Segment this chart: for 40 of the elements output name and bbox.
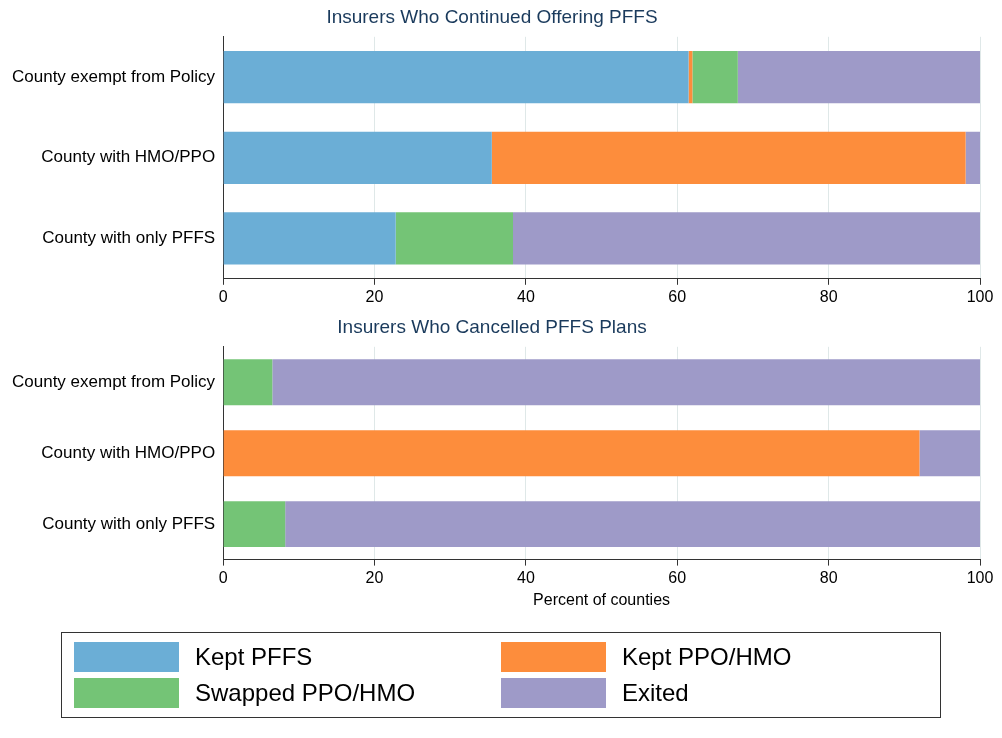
bar [919, 430, 980, 477]
y-tick-label: County exempt from Policy [11, 66, 216, 86]
bar [737, 51, 980, 104]
chart-title: Insurers Who Continued Offering PFFS [326, 5, 658, 27]
x-tick-label: 40 [516, 568, 535, 586]
bar [395, 212, 514, 265]
x-tick-label: 100 [966, 568, 994, 586]
chart-title: Insurers Who Cancelled PFFS Plans [337, 315, 647, 337]
x-tick-label: 20 [365, 287, 384, 305]
bar [692, 51, 738, 104]
y-tick-label: County exempt from Policy [11, 371, 216, 391]
bar [965, 131, 980, 184]
x-axis-title: Percent of counties [533, 590, 671, 608]
y-tick-label: County with only PFFS [42, 513, 216, 533]
x-tick-label: 0 [218, 568, 228, 586]
x-tick-label: 100 [966, 287, 994, 305]
y-tick-label: County with HMO/PPO [41, 442, 216, 462]
legend-label: Exited [622, 679, 689, 707]
bar [285, 501, 980, 548]
bar [513, 212, 980, 265]
bar [272, 359, 980, 406]
x-tick-label: 80 [819, 287, 838, 305]
legend-label: Swapped PPO/HMO [195, 679, 416, 707]
bar [223, 212, 396, 265]
bar [223, 359, 273, 406]
x-tick-label: 80 [819, 568, 838, 586]
bar [223, 131, 492, 184]
bar [223, 430, 920, 477]
x-tick-label: 0 [218, 287, 228, 305]
legend-label: Kept PPO/HMO [622, 643, 792, 671]
x-tick-label: 60 [668, 568, 687, 586]
bar [223, 501, 286, 548]
y-tick-label: County with only PFFS [42, 228, 216, 248]
bar [223, 51, 689, 104]
y-tick-label: County with HMO/PPO [41, 147, 216, 167]
x-tick-label: 60 [668, 287, 687, 305]
x-tick-label: 40 [516, 287, 535, 305]
bar [491, 131, 966, 184]
legend-label: Kept PFFS [195, 643, 313, 671]
x-tick-label: 20 [365, 568, 384, 586]
